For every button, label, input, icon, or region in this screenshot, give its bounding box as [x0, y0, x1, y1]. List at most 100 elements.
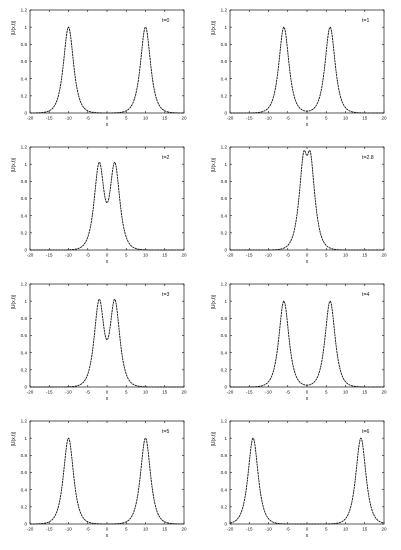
y-tick-label: 0.6 — [21, 59, 28, 64]
x-tick-label: 5 — [325, 527, 328, 532]
x-tick-label: 15 — [362, 527, 368, 532]
x-tick-label: -15 — [246, 390, 253, 395]
y-tick-label: 1 — [224, 299, 227, 304]
x-tick-label: -20 — [27, 116, 34, 121]
x-tick-label: -20 — [227, 116, 234, 121]
panel-time-label: t=2 — [162, 155, 169, 161]
panel-time-label: t=6 — [362, 429, 369, 435]
x-tick-label: 20 — [181, 390, 187, 395]
x-tick-label: 5 — [325, 253, 328, 258]
y-tick-label: 0.6 — [221, 196, 228, 201]
x-tick-label: -5 — [286, 527, 291, 532]
series-line — [230, 300, 384, 388]
x-tick-label: 15 — [362, 253, 368, 258]
x-tick-label: 10 — [343, 527, 349, 532]
y-tick-label: 1.2 — [221, 282, 228, 287]
y-tick-label: 0.2 — [221, 93, 228, 98]
panel-t-2-8: -20 -15 -10 -5 0 5 10 15 20 0 0.2 0.4 0.6 0.8 1 1.2 x |U(… — [211, 145, 387, 265]
x-tick-label: -15 — [46, 253, 53, 258]
y-axis-title: |U(x,t)| — [11, 432, 17, 447]
y-tick-label: 0 — [24, 522, 27, 527]
x-tick-label: -10 — [265, 116, 272, 121]
x-tick-label: 20 — [381, 527, 387, 532]
y-tick-label: 1 — [24, 162, 27, 167]
panel-t-2: -20 -15 -10 -5 0 5 10 15 20 0 0.2 0.4 0.6 0.8 1 1.2 x |U(… — [11, 145, 187, 265]
x-tick-label: -20 — [27, 527, 34, 532]
series-line — [30, 26, 184, 114]
y-tick-label: 0 — [24, 111, 27, 116]
x-tick-label: 5 — [325, 116, 328, 121]
y-axis-title: |U(x,t)| — [11, 21, 17, 36]
x-tick-label: 10 — [343, 253, 349, 258]
x-tick-label: 15 — [162, 253, 168, 258]
plot-frame — [29, 146, 185, 251]
x-tick-label: -10 — [265, 253, 272, 258]
x-tick-label: 10 — [343, 390, 349, 395]
x-tick-label: -15 — [46, 527, 53, 532]
x-tick-label: -15 — [246, 527, 253, 532]
y-tick-label: 0.8 — [221, 316, 228, 321]
x-tick-label: -15 — [46, 390, 53, 395]
x-tick-label: 15 — [162, 116, 168, 121]
x-tick-label: -20 — [227, 253, 234, 258]
y-tick-label: 0.2 — [21, 93, 28, 98]
x-tick-label: -10 — [65, 390, 72, 395]
y-tick-label: 0.6 — [221, 470, 228, 475]
panel-t-4: -20 -15 -10 -5 0 5 10 15 20 0 0.2 0.4 0.6 0.8 1 1.2 x |U(… — [211, 282, 387, 402]
y-tick-label: 0.6 — [221, 333, 228, 338]
y-tick-label: 0.4 — [21, 76, 28, 81]
x-tick-label: 10 — [143, 116, 149, 121]
y-axis-title: |U(x,t)| — [211, 158, 217, 173]
x-tick-label: 20 — [381, 390, 387, 395]
y-tick-label: 0.2 — [221, 230, 228, 235]
panel-t-6: -20 -15 -10 -5 0 5 10 15 20 0 0.2 0.4 0.6 0.8 1 1.2 x |U(… — [211, 419, 387, 539]
x-tick-label: 10 — [143, 527, 149, 532]
x-axis-title: x — [306, 396, 309, 402]
x-tick-label: 20 — [181, 527, 187, 532]
x-tick-label: -20 — [27, 253, 34, 258]
y-tick-label: 0.8 — [21, 179, 28, 184]
y-tick-label: 0.4 — [221, 76, 228, 81]
y-tick-label: 0.8 — [21, 42, 28, 47]
x-tick-label: 0 — [306, 527, 309, 532]
x-tick-label: -15 — [246, 253, 253, 258]
x-tick-label: 0 — [106, 527, 109, 532]
y-axis-title: |U(x,t)| — [11, 158, 17, 173]
y-tick-label: 1 — [24, 436, 27, 441]
x-tick-label: 0 — [106, 253, 109, 258]
y-tick-label: 0.2 — [21, 367, 28, 372]
y-tick-label: 1 — [224, 162, 227, 167]
panel-t-3: -20 -15 -10 -5 0 5 10 15 20 0 0.2 0.4 0.6 0.8 1 1.2 x |U(… — [11, 282, 187, 402]
plot-frame — [229, 283, 385, 388]
y-tick-label: 1 — [224, 25, 227, 30]
y-tick-label: 0.8 — [221, 179, 228, 184]
x-tick-label: 20 — [181, 253, 187, 258]
x-tick-label: 10 — [343, 116, 349, 121]
x-tick-label: 5 — [125, 527, 128, 532]
y-tick-label: 1.2 — [21, 419, 28, 424]
x-tick-label: 20 — [381, 253, 387, 258]
y-tick-label: 0 — [224, 111, 227, 116]
x-tick-label: -10 — [65, 253, 72, 258]
y-tick-label: 0.6 — [21, 470, 28, 475]
y-tick-label: 0.4 — [221, 487, 228, 492]
panel-t-0: -20 -15 -10 -5 0 5 10 15 20 0 0.2 0.4 0.6 0.8 1 1.2 x |U(… — [11, 8, 187, 128]
plot-frame — [229, 420, 385, 525]
x-tick-label: 0 — [306, 116, 309, 121]
x-tick-label: 5 — [125, 390, 128, 395]
x-axis-title: x — [106, 533, 109, 539]
panel-time-label: t=0 — [162, 18, 169, 24]
x-axis-title: x — [106, 259, 109, 265]
y-tick-label: 0.6 — [21, 196, 28, 201]
x-tick-label: 5 — [125, 116, 128, 121]
y-axis-title: |U(x,t)| — [211, 295, 217, 310]
y-tick-label: 0.2 — [221, 504, 228, 509]
x-tick-label: 0 — [306, 253, 309, 258]
y-axis-title: |U(x,t)| — [11, 295, 17, 310]
x-tick-label: -20 — [227, 527, 234, 532]
x-tick-label: 15 — [362, 390, 368, 395]
x-tick-label: -5 — [286, 390, 291, 395]
x-tick-label: 10 — [143, 253, 149, 258]
